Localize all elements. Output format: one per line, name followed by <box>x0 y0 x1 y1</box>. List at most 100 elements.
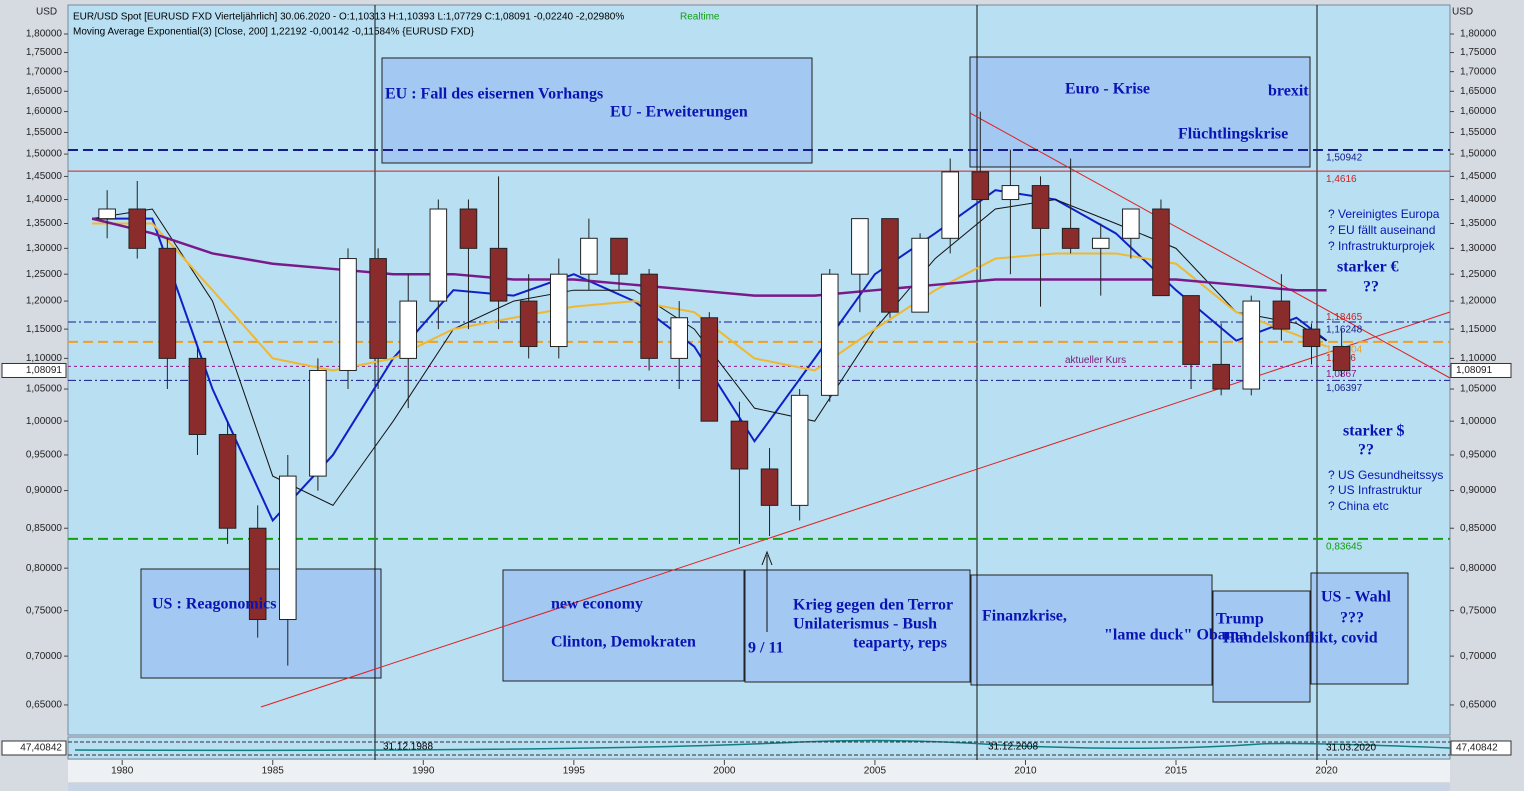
y-tick-label: 0,80000 <box>26 563 63 574</box>
candle-body <box>1061 227 1080 249</box>
x-tick-label: 2000 <box>713 766 736 777</box>
candle-body <box>941 171 959 239</box>
candle-body <box>1212 363 1230 390</box>
level-label: 1,06397 <box>1326 383 1363 394</box>
annotation-text: Finanzkrise, <box>982 608 1067 625</box>
candle-body <box>1001 185 1020 201</box>
indicator-panel <box>67 736 1451 760</box>
y-tick-label: 0,65000 <box>1460 700 1497 711</box>
candle-body <box>98 208 116 220</box>
side-note: ?? <box>1363 279 1379 296</box>
x-tick-label: 2005 <box>864 766 887 777</box>
indicator-value-label: 47,40842 <box>20 743 62 754</box>
candle-body <box>730 420 749 470</box>
y-tick-label: 0,95000 <box>26 450 63 461</box>
x-tick-label: 2020 <box>1315 766 1338 777</box>
y-tick-label: 0,95000 <box>1460 450 1497 461</box>
y-tick-label: 1,65000 <box>26 86 63 97</box>
candle-body <box>670 317 688 359</box>
candle-body <box>248 527 267 621</box>
y-tick-label: 1,75000 <box>1460 47 1497 58</box>
y-tick-label: 1,00000 <box>1460 416 1497 427</box>
annotation-box <box>502 569 745 682</box>
candle-body <box>399 300 418 359</box>
side-note: starker € <box>1337 259 1398 276</box>
current-price-note: aktueller Kurs <box>1065 355 1126 366</box>
last-price-label: 1,08091 <box>26 365 63 376</box>
y-tick-label: 1,70000 <box>26 66 63 77</box>
indicator-value-box <box>1 740 67 756</box>
side-note: ? EU fällt auseinand <box>1328 223 1435 237</box>
annotation-box <box>1310 572 1409 685</box>
annotation-text: new economy <box>551 596 643 613</box>
candle-body <box>369 258 387 359</box>
axis-unit: USD <box>1452 7 1473 18</box>
level-label: 0,83645 <box>1326 541 1363 552</box>
annotation-box <box>381 57 813 164</box>
y-tick-label: 1,55000 <box>1460 127 1497 138</box>
y-tick-label: 1,30000 <box>26 243 63 254</box>
y-tick-label: 0,70000 <box>26 651 63 662</box>
status: Realtime <box>680 12 720 23</box>
side-note: ? US Infrastruktur <box>1328 483 1422 497</box>
annotation-text: brexit <box>1268 83 1309 100</box>
candle-body <box>820 273 839 396</box>
y-tick-label: 1,05000 <box>1460 384 1497 395</box>
x-tick-label: 1990 <box>412 766 435 777</box>
annotation-text: EU - Erweiterungen <box>610 104 748 121</box>
y-tick-label: 1,05000 <box>26 384 63 395</box>
y-tick-label: 1,45000 <box>1460 171 1497 182</box>
moving-average <box>91 217 1327 297</box>
annotation-text: Trump <box>1216 611 1264 628</box>
candle-body <box>1152 208 1170 297</box>
arrow-head <box>761 550 773 566</box>
y-tick-label: 1,25000 <box>1460 269 1497 280</box>
annotation-text: US - Wahl <box>1321 589 1392 606</box>
annotation-text: Clinton, Demokraten <box>551 634 696 651</box>
candle-body <box>1302 328 1321 348</box>
y-tick-label: 1,20000 <box>1460 296 1497 307</box>
y-tick-label: 1,70000 <box>1460 66 1497 77</box>
side-note: ? Infrastrukturprojek <box>1328 239 1436 253</box>
candle-body <box>1031 185 1050 229</box>
candle-body <box>610 237 628 275</box>
y-tick-label: 1,35000 <box>26 218 63 229</box>
candle-body <box>309 369 327 477</box>
y-tick-label: 0,70000 <box>1460 651 1497 662</box>
annotation-text: 9 / 11 <box>748 640 784 657</box>
y-tick-label: 1,00000 <box>26 416 63 427</box>
y-tick-label: 1,50000 <box>26 149 63 160</box>
y-tick-label: 1,60000 <box>1460 106 1497 117</box>
y-tick-label: 0,80000 <box>1460 563 1497 574</box>
moving-average <box>92 189 1328 523</box>
candle-body <box>128 208 147 249</box>
candle-body <box>1122 208 1140 239</box>
candle-body <box>279 475 297 621</box>
moving-average <box>92 199 1327 507</box>
y-tick-label: 0,65000 <box>26 700 63 711</box>
x-tick-label: 1995 <box>563 766 586 777</box>
y-tick-label: 1,35000 <box>1460 218 1497 229</box>
candle-body <box>580 237 598 275</box>
y-tick-label: 0,85000 <box>1460 523 1497 534</box>
candle-body <box>790 394 809 506</box>
annotation-text: teaparty, reps <box>853 635 947 652</box>
level-label: 1,18465 <box>1326 312 1363 323</box>
candle-body <box>339 258 357 371</box>
y-tick-label: 0,85000 <box>26 523 63 534</box>
candle-body <box>881 218 899 313</box>
y-tick-label: 1,40000 <box>26 194 63 205</box>
x-axis-strip <box>68 760 1450 782</box>
y-tick-label: 1,15000 <box>1460 324 1497 335</box>
candle-body <box>1242 300 1261 390</box>
annotation-text: Unilaterismus - Bush <box>793 616 937 633</box>
candle-body <box>549 273 568 348</box>
header: EUR/USD Spot [EURUSD FXD Vierteljährlich… <box>73 12 624 23</box>
header-bg <box>69 9 719 39</box>
y-tick-label: 1,10000 <box>1460 353 1497 364</box>
candle-body <box>1332 346 1351 371</box>
level-label: 1,50942 <box>1326 153 1363 164</box>
side-note: ? US Gesundheitssys <box>1328 468 1443 482</box>
candle-body <box>971 171 990 201</box>
x-tick-label: 2015 <box>1165 766 1188 777</box>
